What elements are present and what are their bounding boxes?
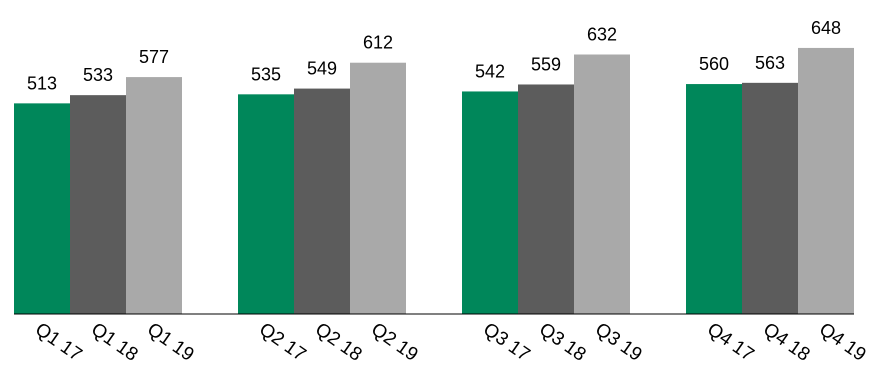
x-tick-label: Q2 17 — [255, 319, 309, 366]
value-label: 535 — [251, 64, 281, 84]
value-label: 542 — [475, 61, 505, 81]
x-tick-labels-group: Q1 17 Q1 18 Q1 19 Q2 17 Q2 18 Q2 19 Q3 17 Q3 18… — [31, 319, 869, 366]
bar-q1-17 — [14, 103, 70, 314]
bar-q3-18 — [518, 84, 574, 314]
bar-q2-18 — [294, 88, 350, 314]
bar-q4-19 — [798, 47, 854, 314]
x-tick-label: Q2 19 — [367, 319, 421, 366]
value-label: 559 — [531, 54, 561, 74]
value-label: 632 — [587, 25, 617, 45]
bar-q4-18 — [742, 82, 798, 314]
value-label: 513 — [27, 73, 57, 93]
value-label: 549 — [307, 59, 337, 79]
x-tick-label: Q4 18 — [759, 319, 813, 366]
bar-q1-18 — [70, 95, 126, 314]
bar-q3-17 — [462, 91, 518, 314]
x-tick-label: Q3 17 — [479, 319, 533, 366]
x-tick-label: Q4 17 — [703, 319, 757, 366]
x-tick-label: Q1 19 — [143, 319, 197, 366]
x-tick-label: Q4 19 — [815, 319, 869, 366]
value-label: 612 — [363, 33, 393, 53]
value-labels-group: 513 533 577 535 549 612 542 559 632 560 563 648 — [27, 18, 841, 93]
x-tick-label: Q2 18 — [311, 319, 365, 366]
value-label: 577 — [139, 47, 169, 67]
x-tick-label: Q3 18 — [535, 319, 589, 366]
x-tick-label: Q3 19 — [591, 319, 645, 366]
bar-q1-19 — [126, 77, 182, 314]
value-label: 563 — [755, 53, 785, 73]
bar-q3-19 — [574, 54, 630, 315]
x-tick-label: Q1 18 — [87, 319, 141, 366]
x-tick-label: Q1 17 — [31, 319, 85, 366]
bars-group — [14, 47, 854, 315]
bar-q4-17 — [686, 84, 742, 315]
value-label: 648 — [811, 18, 841, 38]
bar-q2-17 — [238, 94, 294, 314]
bar-q2-19 — [350, 62, 406, 314]
value-label: 533 — [83, 65, 113, 85]
value-label: 560 — [699, 54, 729, 74]
